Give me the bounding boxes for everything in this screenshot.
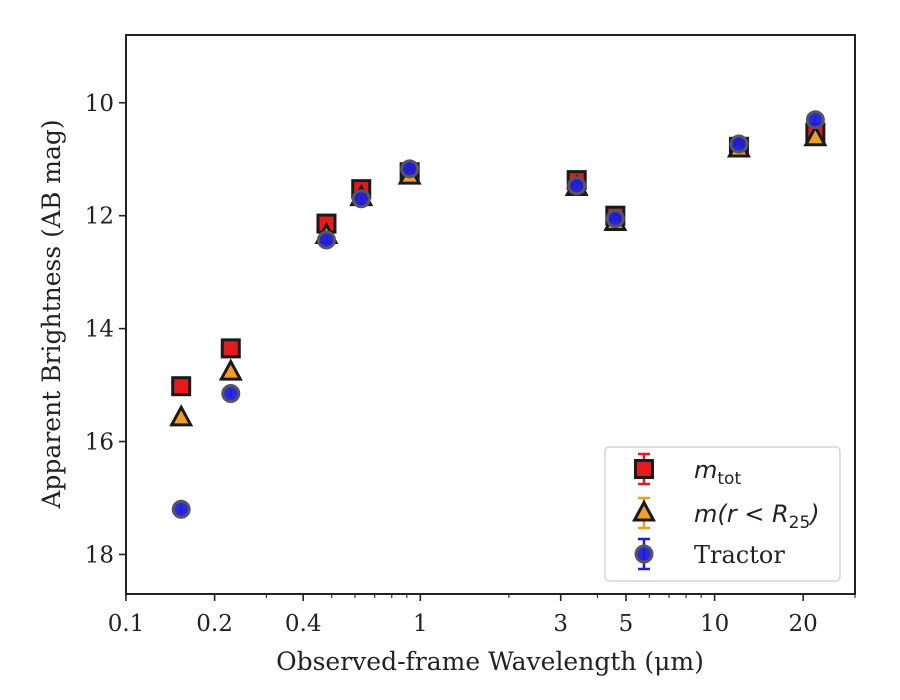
y-tick-label: 12	[85, 204, 114, 230]
y-axis-title: Apparent Brightness (AB mag)	[37, 119, 66, 509]
y-tick-label: 16	[85, 430, 114, 456]
x-tick-label: 0.1	[108, 611, 145, 637]
x-tick-label: 10	[700, 611, 729, 637]
x-tick-label: 5	[619, 611, 634, 637]
plot-frame	[125, 34, 856, 595]
x-tick-label: 3	[553, 611, 568, 637]
legend-markers	[631, 452, 657, 571]
legend-label-mr25: m(r < R25)	[694, 500, 820, 533]
legend-marker-triangle	[631, 499, 657, 522]
legend-marker-circle	[634, 544, 654, 564]
data-points	[169, 110, 828, 519]
x-tick-label: 20	[789, 611, 818, 637]
x-tick-label: 0.2	[196, 611, 233, 637]
x-axis-title: Observed-frame Wavelength (μm)	[276, 647, 704, 676]
legend-marker-square	[634, 459, 654, 479]
x-tick-label: 1	[413, 611, 428, 637]
axis-ticks: 0.1 0.2 0.4 1 3 5 10 20 10 12 14 16 18	[85, 91, 856, 637]
legend: mtot m(r < R25) Tractor	[604, 446, 841, 582]
y-tick-label: 14	[85, 317, 114, 343]
y-tick-label: 18	[85, 542, 114, 568]
y-tick-label: 10	[85, 91, 114, 117]
x-tick-label: 0.4	[285, 611, 322, 637]
legend-label-tractor: Tractor	[694, 541, 785, 569]
legend-box	[604, 446, 841, 582]
legend-label-mtot: mtot	[694, 456, 741, 489]
